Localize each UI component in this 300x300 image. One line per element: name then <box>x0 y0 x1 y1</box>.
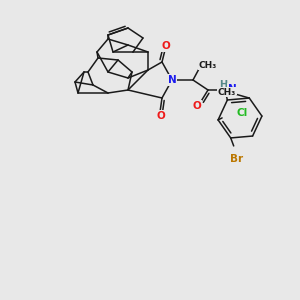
Text: CH₃: CH₃ <box>217 88 236 97</box>
Text: Cl: Cl <box>236 108 248 118</box>
Text: H: H <box>219 80 227 90</box>
Text: O: O <box>162 41 170 51</box>
Text: Br: Br <box>230 154 243 164</box>
Text: N: N <box>228 84 236 94</box>
Text: O: O <box>157 111 165 121</box>
Text: O: O <box>193 101 201 111</box>
Text: CH₃: CH₃ <box>199 61 217 70</box>
Text: N: N <box>168 75 176 85</box>
